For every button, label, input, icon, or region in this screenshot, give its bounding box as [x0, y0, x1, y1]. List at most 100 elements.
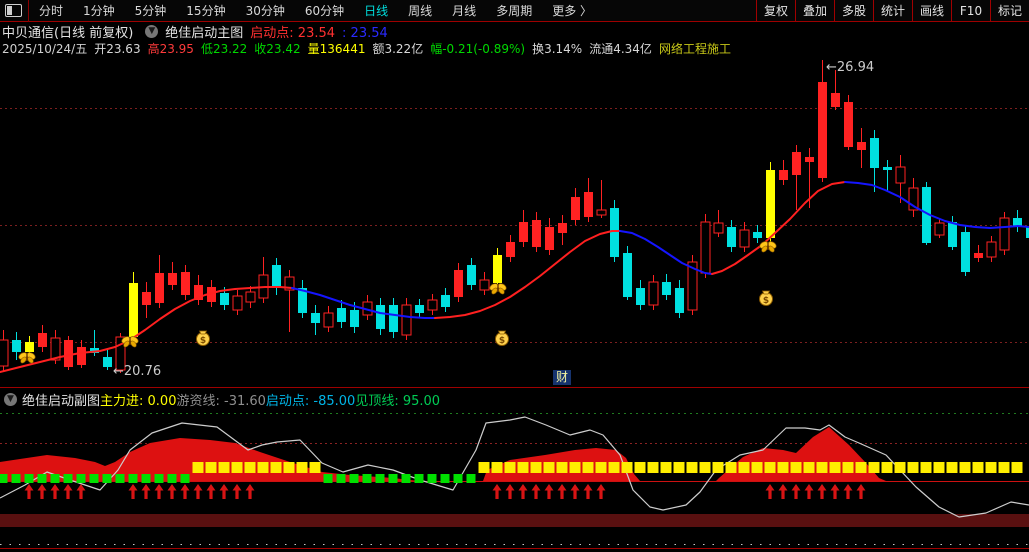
- yellow-signal-square: [1011, 462, 1023, 473]
- green-signal-square: [466, 474, 476, 483]
- sub-indicator-header: ▼ 绝佳启动副图 主力进: 0.00游资线: -31.60启动点: -85.00…: [2, 390, 440, 409]
- toolbar-button-F10[interactable]: F10: [951, 0, 990, 21]
- up-arrow-icon: [141, 484, 151, 499]
- up-arrow-icon: [778, 484, 788, 499]
- green-signal-square: [102, 474, 112, 483]
- butterfly-icon: [759, 241, 777, 253]
- up-arrow-icon: [245, 484, 255, 499]
- period-tabs: 分时 1分钟 5分钟 15分钟 30分钟 60分钟 日线 周线 月线 多周期 更多 〉: [39, 2, 592, 19]
- yellow-signal-square: [556, 462, 568, 473]
- green-signal-square: [50, 474, 60, 483]
- period-toolbar: 分时 1分钟 5分钟 15分钟 30分钟 60分钟 日线 周线 月线 多周期 更多 〉 复权 叠加 多股…: [0, 0, 1029, 22]
- quote-item: 幅-0.21(-0.89%): [430, 42, 526, 56]
- toolbar-button-叠加[interactable]: 叠加: [795, 0, 834, 21]
- yellow-signal-square: [959, 462, 971, 473]
- quote-item: 网络工程施工: [658, 42, 731, 56]
- period-tab-日线[interactable]: 日线: [364, 4, 389, 18]
- yellow-signal-square: [491, 462, 503, 473]
- money-bag-icon: $: [759, 290, 773, 306]
- quote-item: 低23.22: [200, 42, 248, 56]
- up-arrow-icon: [830, 484, 840, 499]
- yellow-signal-square: [790, 462, 802, 473]
- toolbar-button-标记[interactable]: 标记: [990, 0, 1029, 21]
- up-arrow-icon: [50, 484, 60, 499]
- yellow-signal-square: [855, 462, 867, 473]
- yellow-signal-square: [257, 462, 269, 473]
- period-tab-分时[interactable]: 分时: [39, 4, 64, 18]
- up-arrow-icon: [37, 484, 47, 499]
- circle-chevron-down-icon[interactable]: ▼: [145, 25, 159, 38]
- up-arrow-icon: [557, 484, 567, 499]
- yellow-signal-square: [231, 462, 243, 473]
- yellow-signal-square: [205, 462, 217, 473]
- period-tab-周线[interactable]: 周线: [408, 4, 433, 18]
- period-tab-5分钟[interactable]: 5分钟: [134, 4, 167, 18]
- period-tab-60分钟[interactable]: 60分钟: [304, 4, 345, 18]
- main-candlestick-chart[interactable]: $ $ $ ←20.76 ←26.94: [0, 57, 1029, 387]
- quote-item: 高23.95: [147, 42, 194, 56]
- toolbar-button-画线[interactable]: 画线: [912, 0, 951, 21]
- yellow-signal-square: [634, 462, 646, 473]
- yellow-signal-square: [530, 462, 542, 473]
- period-tab-15分钟[interactable]: 15分钟: [186, 4, 226, 18]
- green-signal-square: [414, 474, 424, 483]
- green-signal-square: [141, 474, 151, 483]
- yellow-signal-square: [738, 462, 750, 473]
- yellow-signal-square: [920, 462, 932, 473]
- yellow-signal-square: [478, 462, 490, 473]
- main-indicator-values: 启动点: 23.54: 23.54: [250, 22, 394, 41]
- up-arrow-icon: [843, 484, 853, 499]
- money-bag-icon: $: [196, 330, 210, 346]
- period-tab-30分钟[interactable]: 30分钟: [245, 4, 285, 18]
- yellow-signal-square: [985, 462, 997, 473]
- up-arrow-icon: [804, 484, 814, 499]
- up-arrow-icon: [518, 484, 528, 499]
- sub-indicator-name: 绝佳启动副图: [22, 393, 101, 409]
- green-signal-square: [128, 474, 138, 483]
- green-signal-square: [154, 474, 164, 483]
- up-arrow-icon: [154, 484, 164, 499]
- yellow-signal-square: [283, 462, 295, 473]
- yellow-signal-square: [608, 462, 620, 473]
- up-arrow-icon: [505, 484, 515, 499]
- green-signal-square: [362, 474, 372, 483]
- sub-indicator-value: 启动点: -85.00: [265, 393, 356, 409]
- toolbar-right-buttons: 复权 叠加 多股 统计 画线 F10 标记: [756, 0, 1029, 21]
- period-tab-月线[interactable]: 月线: [452, 4, 477, 18]
- hot-money-line: [0, 416, 1029, 518]
- yellow-signal-square: [894, 462, 906, 473]
- signal-markers-layer: $ $ $: [18, 241, 777, 364]
- butterfly-icon: [18, 352, 36, 364]
- indicator-value: 启动点: 23.54: [250, 26, 336, 41]
- yellow-signal-square: [868, 462, 880, 473]
- yellow-signal-square: [998, 462, 1010, 473]
- price-annotation: ←26.94: [826, 60, 874, 75]
- yellow-signal-square: [244, 462, 256, 473]
- period-tab-1分钟[interactable]: 1分钟: [83, 4, 115, 18]
- up-arrow-icon: [232, 484, 242, 499]
- symbol-title: 中贝通信(日线 前复权): [2, 26, 134, 41]
- up-arrow-icon: [167, 484, 177, 499]
- circle-chevron-down-icon[interactable]: ▼: [4, 392, 17, 406]
- signal-squares-layer: [0, 462, 1023, 483]
- sub-indicator-value: 主力进: 0.00: [100, 393, 177, 409]
- period-tab-多周期[interactable]: 多周期: [496, 4, 533, 18]
- quote-item: 流通4.34亿: [589, 42, 652, 56]
- cai-tag: 财: [553, 370, 572, 385]
- svg-text:$: $: [200, 336, 206, 346]
- yellow-signal-square: [543, 462, 555, 473]
- up-arrow-icon: [583, 484, 593, 499]
- up-arrow-icon: [817, 484, 827, 499]
- split-window-icon[interactable]: [5, 4, 22, 17]
- sub-indicator-chart[interactable]: [0, 410, 1029, 552]
- toolbar-button-复权[interactable]: 复权: [756, 0, 795, 21]
- period-tab-更多 〉[interactable]: 更多 〉: [552, 4, 593, 18]
- main-gridlines: [0, 108, 1029, 343]
- yellow-signal-square: [309, 462, 321, 473]
- sub-indicator-value: 游资线: -31.60: [176, 393, 266, 409]
- panel-divider[interactable]: [0, 387, 1029, 388]
- green-signal-square: [427, 474, 437, 483]
- toolbar-button-统计[interactable]: 统计: [873, 0, 912, 21]
- toolbar-button-多股[interactable]: 多股: [834, 0, 873, 21]
